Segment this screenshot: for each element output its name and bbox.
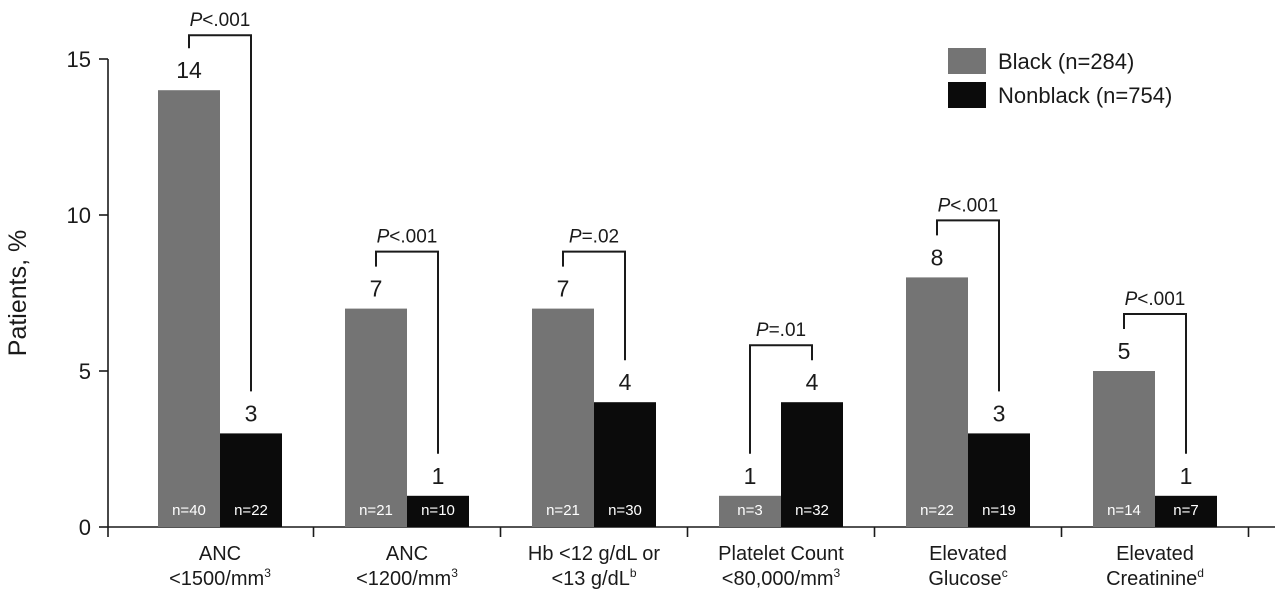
bars <box>158 90 1217 527</box>
category-label: Elevated <box>1116 543 1194 565</box>
category-label: <1500/mm3 <box>169 566 271 590</box>
category-label: Elevated <box>929 543 1007 565</box>
category-label: Glucosec <box>928 566 1007 590</box>
n-label: n=40 <box>172 502 206 519</box>
bar <box>158 90 220 527</box>
bar <box>345 308 407 527</box>
p-value-bracket <box>562 250 626 361</box>
p-value-label: P<.001 <box>1125 289 1186 310</box>
n-label: n=32 <box>795 502 829 519</box>
category-label: <1200/mm3 <box>356 566 458 590</box>
y-tick-label: 0 <box>79 515 91 540</box>
legend-swatch <box>948 48 986 74</box>
p-value-brackets: P<.001 P<.001 P=.02 P=.01 P<.001 P<.001 <box>188 10 1187 454</box>
bar <box>1155 495 1217 527</box>
category-label: Platelet Count <box>718 543 844 565</box>
data-labels: 14n=407n=217n=211n=38n=225n=143n=221n=10… <box>172 57 1199 519</box>
p-value-label: P=.01 <box>756 320 806 341</box>
value-label: 7 <box>370 276 383 302</box>
n-label: n=14 <box>1107 502 1141 519</box>
p-value-bracket <box>936 219 1000 392</box>
p-value-label: P<.001 <box>190 10 251 31</box>
n-label: n=21 <box>546 502 580 519</box>
n-label: n=10 <box>421 502 455 519</box>
value-label: 1 <box>1180 463 1193 489</box>
bar <box>719 495 781 527</box>
bar <box>594 402 656 527</box>
p-value-bracket <box>749 344 813 454</box>
y-tick-label: 5 <box>79 359 91 384</box>
category-label: <80,000/mm3 <box>722 566 841 590</box>
legend-label: Nonblack (n=754) <box>998 83 1172 108</box>
value-label: 14 <box>176 57 202 83</box>
p-value-bracket <box>375 250 439 454</box>
category-label: ANC <box>386 543 428 565</box>
bar <box>407 495 469 527</box>
legend-label: Black (n=284) <box>998 49 1134 74</box>
y-tick-label: 10 <box>67 203 91 228</box>
n-label: n=30 <box>608 502 642 519</box>
value-label: 7 <box>557 276 570 302</box>
y-tick-label: 15 <box>67 47 91 72</box>
n-label: n=7 <box>1173 502 1198 519</box>
value-label: 8 <box>931 244 944 270</box>
bar <box>781 402 843 527</box>
value-label: 4 <box>619 369 632 395</box>
bar <box>1093 371 1155 527</box>
category-label: Hb <12 g/dL or <box>528 543 660 565</box>
bar <box>532 308 594 527</box>
category-label: ANC <box>199 543 241 565</box>
category-label: Creatinined <box>1106 566 1204 590</box>
category-label: <13 g/dLb <box>551 566 636 590</box>
bar <box>968 433 1030 527</box>
p-value-label: P=.02 <box>569 227 619 248</box>
value-label: 4 <box>806 369 819 395</box>
value-label: 3 <box>993 400 1006 426</box>
p-value-label: P<.001 <box>938 195 999 216</box>
value-label: 1 <box>432 463 445 489</box>
value-label: 1 <box>744 463 757 489</box>
n-label: n=22 <box>234 502 268 519</box>
bar <box>220 433 282 527</box>
value-label: 3 <box>245 400 258 426</box>
legend-swatch <box>948 82 986 108</box>
bar <box>906 277 968 527</box>
n-label: n=21 <box>359 502 393 519</box>
p-value-bracket <box>188 34 252 392</box>
p-value-label: P<.001 <box>377 227 438 248</box>
n-label: n=19 <box>982 502 1016 519</box>
n-label: n=3 <box>737 502 762 519</box>
p-value-bracket <box>1123 313 1187 454</box>
value-label: 5 <box>1118 338 1131 364</box>
y-axis-label: Patients, % <box>4 230 32 356</box>
n-label: n=22 <box>920 502 954 519</box>
legend: Black (n=284) Nonblack (n=754) <box>948 48 1172 108</box>
